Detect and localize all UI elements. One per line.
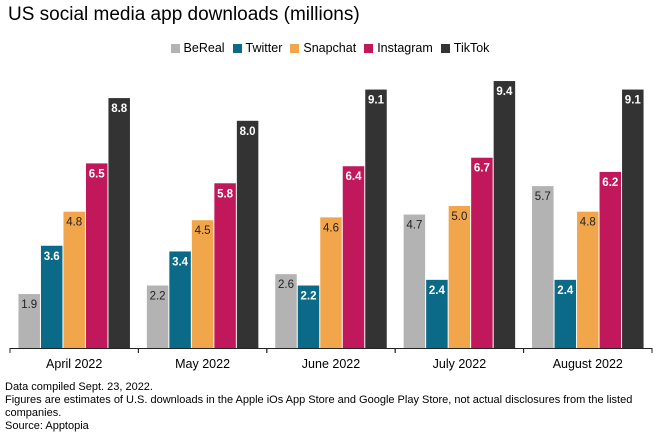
- legend-swatch: [290, 44, 300, 53]
- chart-title: US social media app downloads (millions): [8, 4, 360, 25]
- chart-notes: Data compiled Sept. 23, 2022. Figures ar…: [5, 381, 655, 433]
- x-tick-label: June 2022: [302, 357, 360, 371]
- legend-label: TikTok: [453, 41, 490, 55]
- x-tick-label: August 2022: [553, 357, 623, 371]
- x-tick-label: May 2022: [175, 357, 230, 371]
- bar-twitter-june-2022: [297, 285, 320, 348]
- bar-twitter-april-2022: [40, 245, 63, 348]
- bar-bereal-june-2022: [275, 274, 297, 348]
- legend-item-twitter: Twitter: [232, 41, 283, 55]
- data-label: 1.9: [21, 299, 37, 311]
- bar-twitter-july-2022: [426, 279, 448, 348]
- bar-bereal-july-2022: [403, 214, 426, 348]
- bar-tiktok-july-2022: [493, 81, 516, 348]
- legend-label: Twitter: [245, 41, 283, 55]
- data-label: 2.4: [557, 285, 574, 297]
- bar-instagram-june-2022: [342, 166, 365, 348]
- bar-instagram-august-2022: [599, 171, 622, 348]
- data-label: 6.5: [89, 168, 106, 180]
- legend-item-instagram: Instagram: [364, 41, 433, 55]
- data-label: 6.4: [346, 171, 363, 183]
- data-label: 8.0: [240, 126, 256, 138]
- data-label: 6.7: [474, 163, 490, 175]
- bar-snapchat-april-2022: [63, 211, 85, 348]
- bar-twitter-august-2022: [554, 279, 577, 348]
- legend-item-snapchat: Snapchat: [290, 41, 356, 55]
- bar-tiktok-august-2022: [622, 89, 644, 348]
- data-label: 9.1: [625, 95, 642, 107]
- legend-item-bereal: BeReal: [170, 41, 225, 55]
- legend-swatch: [232, 44, 242, 53]
- data-label: 4.5: [195, 225, 211, 237]
- bar-snapchat-june-2022: [320, 217, 342, 348]
- data-label: 9.4: [496, 86, 513, 98]
- bar-tiktok-april-2022: [108, 98, 130, 348]
- legend-swatch: [440, 44, 450, 53]
- bar-twitter-may-2022: [169, 251, 191, 348]
- bar-bereal-april-2022: [18, 294, 40, 348]
- legend-item-tiktok: TikTok: [440, 41, 490, 55]
- legend-label: BeReal: [183, 41, 225, 55]
- data-label: 8.8: [111, 103, 128, 115]
- bar-snapchat-july-2022: [448, 206, 471, 348]
- data-label: 5.0: [451, 211, 467, 223]
- data-label: 4.7: [406, 220, 422, 232]
- data-label: 5.7: [535, 191, 551, 203]
- note-methodology: Figures are estimates of U.S. downloads …: [5, 394, 633, 419]
- bar-snapchat-may-2022: [191, 220, 214, 348]
- bar-bereal-august-2022: [532, 186, 554, 348]
- data-label: 3.6: [44, 251, 60, 263]
- data-label: 2.6: [278, 279, 294, 291]
- legend-swatch: [170, 44, 180, 53]
- bar-tiktok-june-2022: [365, 89, 387, 348]
- bar-snapchat-august-2022: [577, 211, 599, 348]
- note-source: Source: Apptopia: [5, 420, 89, 432]
- bar-instagram-may-2022: [214, 183, 236, 348]
- data-label: 4.8: [580, 217, 596, 229]
- bar-instagram-april-2022: [85, 163, 108, 348]
- data-label: 9.1: [368, 95, 385, 107]
- data-label: 2.2: [301, 291, 317, 303]
- data-label: 5.8: [217, 188, 234, 200]
- legend-label: Snapchat: [303, 41, 357, 55]
- data-label: 4.8: [66, 217, 82, 229]
- x-tick-label: July 2022: [433, 357, 487, 371]
- legend-swatch: [364, 44, 374, 53]
- data-label: 3.4: [172, 256, 189, 268]
- data-label: 2.4: [429, 285, 446, 297]
- legend-label: Instagram: [377, 41, 433, 55]
- data-label: 2.2: [150, 291, 166, 303]
- bar-bereal-may-2022: [146, 285, 169, 348]
- note-date: Data compiled Sept. 23, 2022.: [5, 381, 153, 393]
- data-label: 6.2: [602, 177, 618, 189]
- x-tick-label: April 2022: [46, 357, 102, 371]
- bar-instagram-july-2022: [471, 157, 493, 348]
- chart-legend: BeReal Twitter Snapchat Instagram TikTok: [0, 41, 660, 55]
- bar-tiktok-may-2022: [236, 120, 259, 348]
- data-label: 4.6: [323, 222, 339, 234]
